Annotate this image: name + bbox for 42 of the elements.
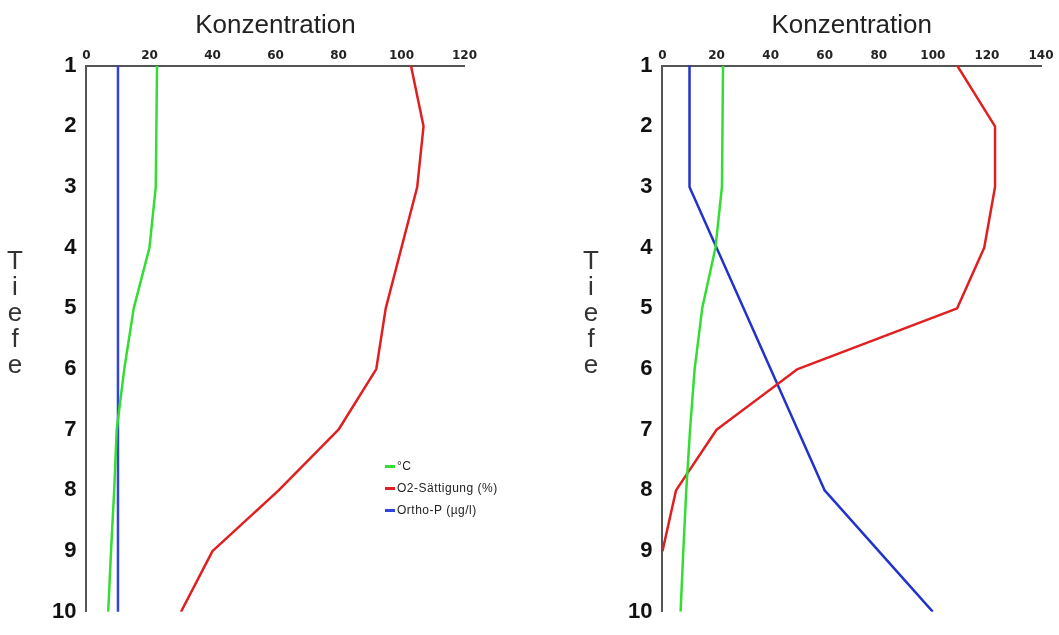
- y-tick-label: 6: [640, 355, 653, 381]
- x-tick-label: 80: [870, 47, 888, 62]
- y-tick-label: 3: [64, 173, 77, 199]
- x-tick-label: 120: [451, 47, 478, 62]
- y-tick-label: 8: [640, 476, 653, 502]
- x-tick-label: 0: [82, 47, 91, 62]
- y-tick-label: 10: [627, 597, 653, 623]
- x-tick-label: 0: [658, 47, 667, 62]
- x-tick-label: 60: [816, 47, 834, 62]
- x-tick-label: 60: [267, 47, 284, 62]
- y-tick-label: 8: [64, 476, 77, 502]
- x-tick-label: 20: [141, 47, 158, 62]
- x-axis-title: Konzentration: [771, 8, 932, 39]
- y-tick-label: 3: [640, 173, 653, 199]
- x-tick-label: 80: [330, 47, 347, 62]
- x-axis-title: Konzentration: [195, 8, 356, 39]
- y-tick-label: 1: [640, 51, 653, 77]
- x-tick-label: 40: [204, 47, 221, 62]
- y-tick-label: 4: [64, 233, 78, 259]
- x-tick-label: 120: [974, 47, 1000, 62]
- y-axis-title: Tiefe: [576, 245, 606, 375]
- x-tick-label: 100: [920, 47, 946, 62]
- y-tick-label: 1: [64, 51, 77, 77]
- y-tick-label: 5: [640, 294, 653, 320]
- y-tick-label: 2: [64, 112, 77, 138]
- y-tick-label: 4: [640, 233, 654, 259]
- y-tick-label: 5: [64, 294, 77, 320]
- x-tick-label: 40: [762, 47, 779, 62]
- y-tick-label: 2: [640, 112, 653, 138]
- y-tick-label: 6: [64, 355, 77, 381]
- y-axis-title: Tiefe: [0, 245, 30, 375]
- legend-label: O2-Sättigung (%): [396, 480, 498, 497]
- y-tick-label: 7: [640, 415, 653, 441]
- legend-label: °C: [396, 458, 413, 475]
- y-tick-label: 9: [640, 537, 653, 563]
- y-tick-label: 9: [64, 537, 77, 563]
- y-tick-label: 7: [64, 415, 77, 441]
- x-tick-label: 20: [708, 47, 725, 62]
- x-tick-label: 100: [388, 47, 415, 62]
- x-tick-label: 140: [1028, 47, 1054, 62]
- y-tick-label: 10: [51, 597, 77, 623]
- legend-label: Ortho-P (µg/l): [396, 502, 478, 519]
